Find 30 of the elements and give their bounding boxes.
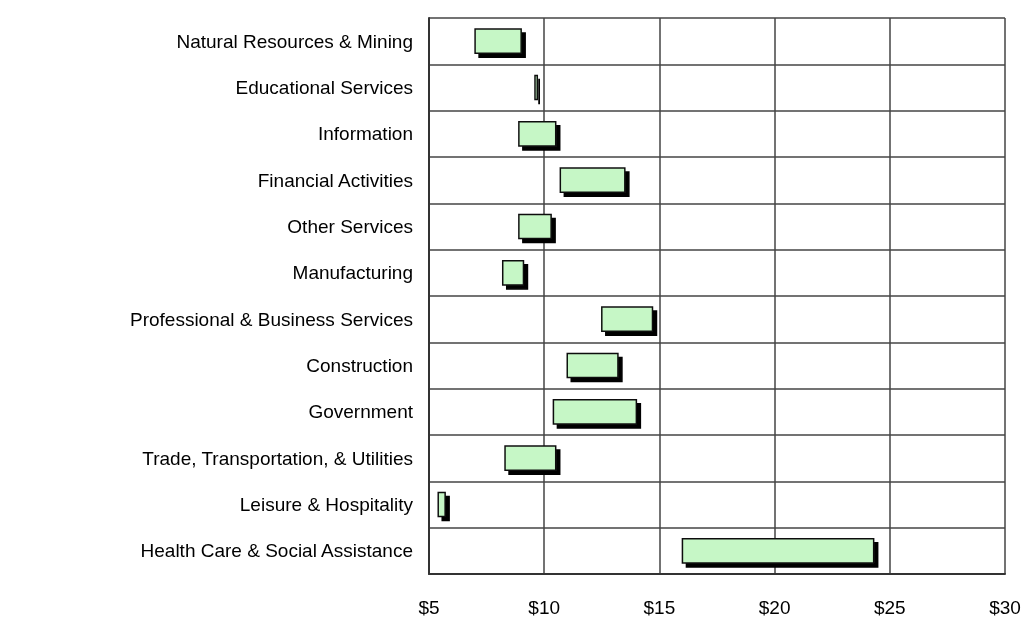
y-tick-label: Construction — [306, 355, 413, 376]
y-tick-label: Financial Activities — [257, 169, 413, 191]
y-tick-label: Natural Resources & Mining — [176, 30, 413, 52]
y-tick-label: Information — [317, 123, 413, 145]
bar — [552, 399, 638, 425]
x-tick-label: $25 — [873, 597, 906, 618]
y-tick-label: Trade, Transportation, & Utilities — [142, 447, 413, 469]
x-tick-label: $20 — [758, 597, 791, 618]
y-tick-label: Government — [308, 401, 414, 423]
y-tick-label: Manufacturing — [292, 262, 413, 284]
x-tick-label: $15 — [643, 597, 676, 618]
x-tick-label: $10 — [528, 597, 561, 618]
bar — [504, 445, 557, 471]
bar — [681, 538, 875, 564]
y-tick-label: Professional & Business Services — [129, 308, 413, 330]
y-tick-label: Leisure & Hospitality — [239, 494, 414, 515]
y-tick-label: Health Care & Social Assistance — [140, 540, 413, 562]
bar — [501, 260, 525, 286]
bar — [474, 28, 522, 54]
x-tick-label: $30 — [989, 597, 1021, 618]
bar — [601, 306, 654, 332]
bar — [518, 121, 557, 147]
bar — [559, 167, 626, 193]
y-tick-label: Other Services — [287, 216, 413, 237]
bar — [437, 491, 446, 518]
bar — [518, 213, 552, 240]
bar — [566, 352, 619, 379]
y-tick-label: Educational Services — [235, 77, 413, 98]
x-tick-label: $5 — [418, 597, 440, 618]
bar — [534, 74, 539, 101]
